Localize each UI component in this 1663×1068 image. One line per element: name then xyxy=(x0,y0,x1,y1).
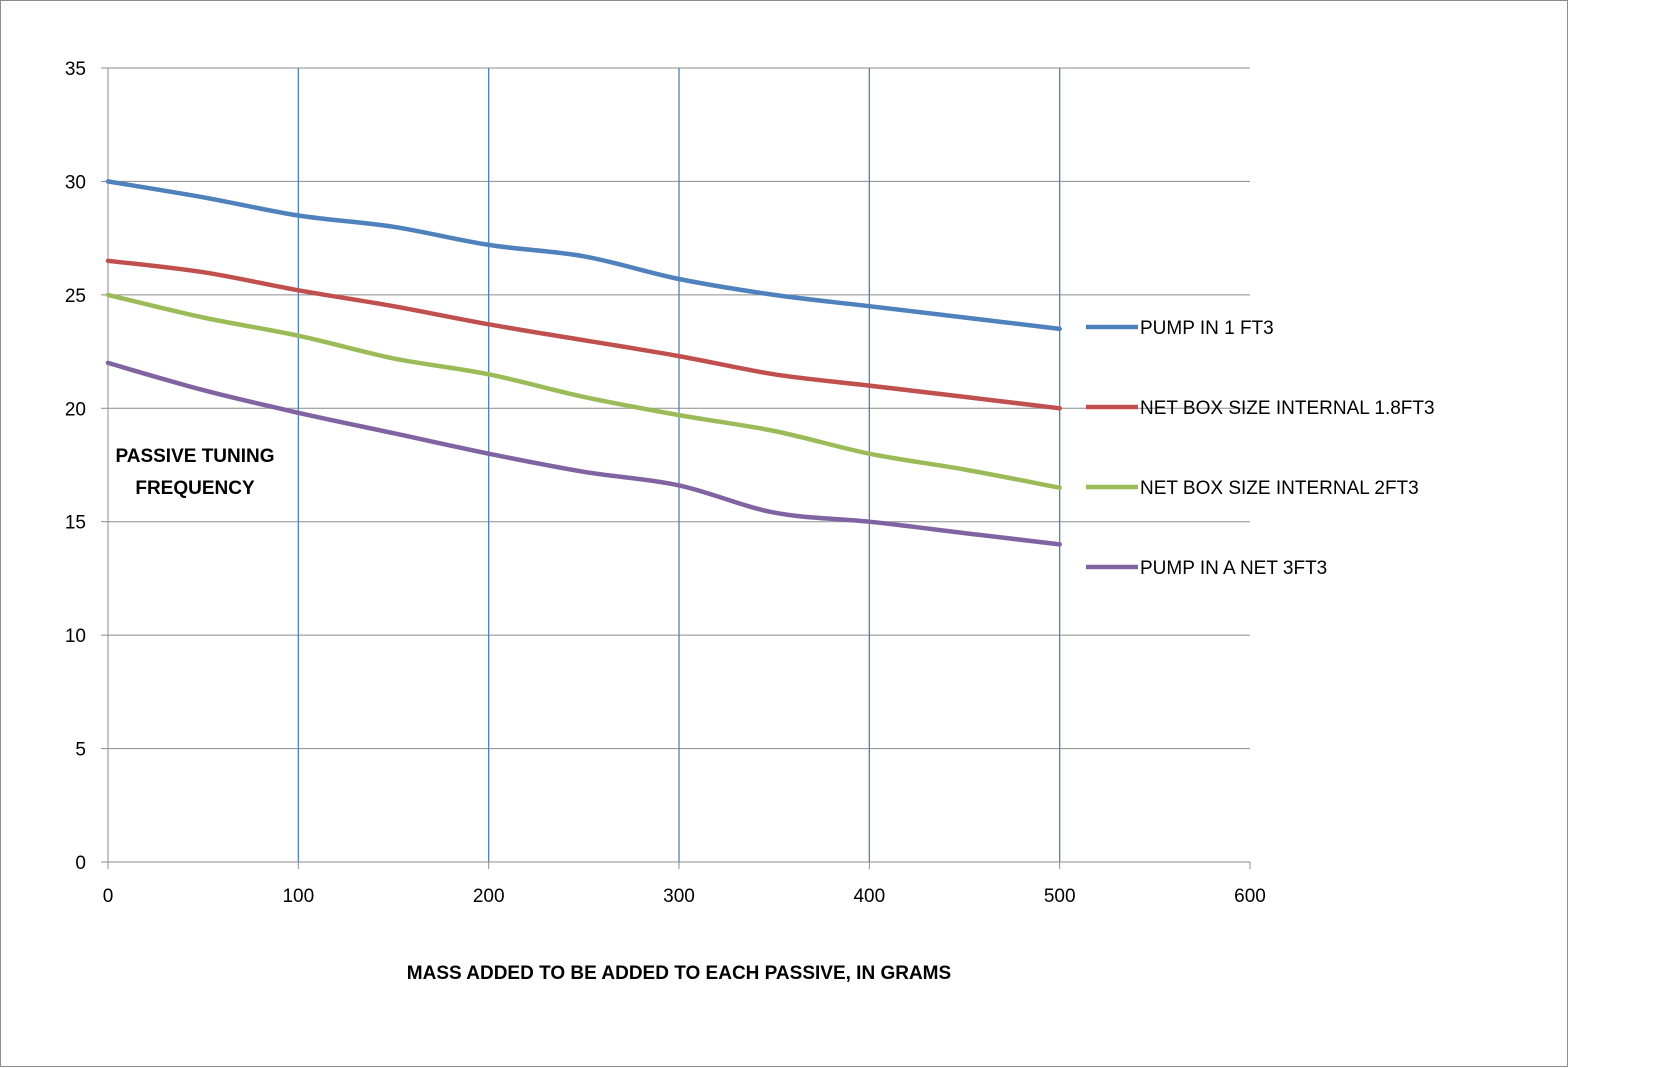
legend-label: NET BOX SIZE INTERNAL 1.8FT3 xyxy=(1140,398,1435,419)
x-tick-label: 100 xyxy=(282,886,314,907)
y-tick-label: 5 xyxy=(75,740,86,761)
y-tick-label: 10 xyxy=(65,626,86,647)
legend-label: NET BOX SIZE INTERNAL 2FT3 xyxy=(1140,478,1419,499)
series-line-4 xyxy=(105,360,1062,547)
legend-label: PUMP IN A NET 3FT3 xyxy=(1140,558,1327,579)
x-axis-tick-labels: 0 100 200 300 400 500 600 xyxy=(103,886,1266,907)
x-tick-label: 0 xyxy=(103,886,114,907)
y-axis-title-line-2: FREQUENCY xyxy=(135,478,255,499)
y-tick-label: 20 xyxy=(65,399,86,420)
legend: PUMP IN 1 FT3 NET BOX SIZE INTERNAL 1.8FT… xyxy=(1086,318,1435,579)
series-lines xyxy=(105,179,1062,547)
y-axis-title-line-1: PASSIVE TUNING xyxy=(115,446,274,467)
x-tick-label: 200 xyxy=(473,886,505,907)
series-line-3 xyxy=(105,292,1062,490)
x-tick-label: 300 xyxy=(663,886,695,907)
vertical-gridlines xyxy=(297,68,1061,862)
x-tick-label: 600 xyxy=(1234,886,1266,907)
y-tick-label: 15 xyxy=(65,513,86,534)
series-line-1 xyxy=(105,179,1062,332)
y-tick-label: 30 xyxy=(65,172,86,193)
y-tick-label: 25 xyxy=(65,286,86,307)
y-tick-label: 0 xyxy=(75,853,86,874)
series-line-2 xyxy=(105,258,1062,411)
y-axis-tick-labels: 0 5 10 15 20 25 30 35 xyxy=(65,59,86,874)
x-tick-label: 500 xyxy=(1044,886,1076,907)
chart-frame xyxy=(0,0,1568,1067)
legend-label: PUMP IN 1 FT3 xyxy=(1140,318,1274,339)
y-tick-label: 35 xyxy=(65,59,86,80)
x-axis-title: MASS ADDED TO BE ADDED TO EACH PASSIVE, … xyxy=(407,963,951,984)
axes xyxy=(101,67,1251,869)
x-tick-label: 400 xyxy=(853,886,885,907)
